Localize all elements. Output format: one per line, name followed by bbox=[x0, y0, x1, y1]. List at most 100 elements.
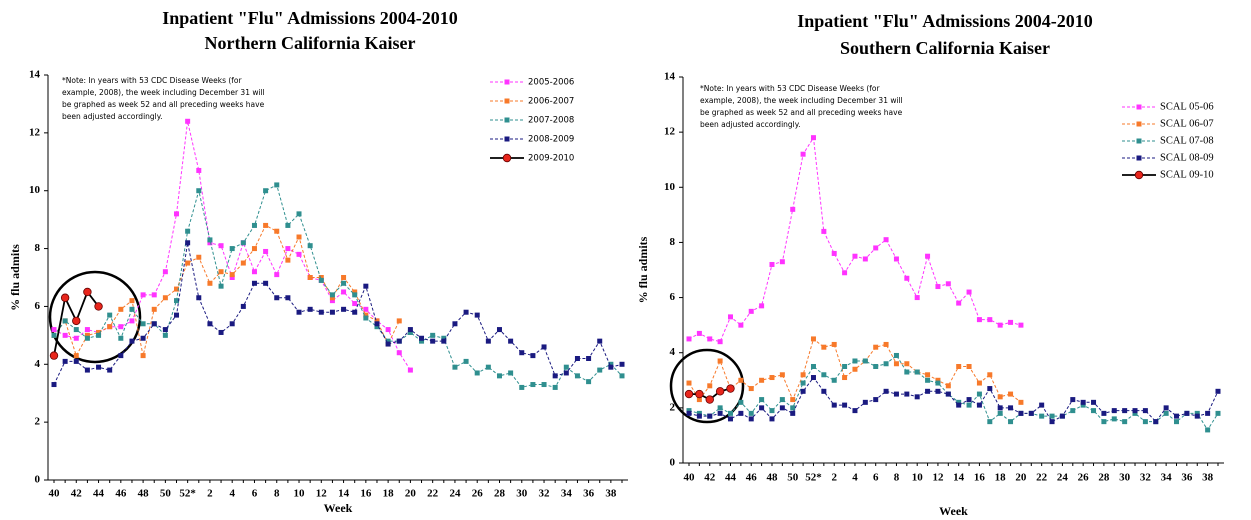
data-point bbox=[552, 373, 558, 379]
data-point bbox=[1111, 416, 1117, 422]
data-point bbox=[174, 312, 180, 318]
data-point bbox=[1049, 419, 1055, 425]
legend-label: SCAL 07-08 bbox=[1160, 135, 1214, 146]
x-tick-label: 42 bbox=[71, 488, 83, 500]
data-point bbox=[162, 295, 168, 301]
data-point bbox=[1028, 410, 1034, 416]
legend-label: 2005-2006 bbox=[528, 78, 574, 88]
data-point bbox=[945, 281, 951, 287]
data-point bbox=[779, 372, 785, 378]
x-tick-label: 24 bbox=[1057, 472, 1069, 484]
data-point bbox=[240, 303, 246, 309]
data-point bbox=[519, 384, 525, 390]
data-point bbox=[893, 391, 899, 397]
data-point bbox=[1008, 319, 1014, 325]
data-point bbox=[1070, 397, 1076, 403]
data-point bbox=[717, 358, 723, 364]
data-point bbox=[51, 382, 57, 388]
data-point bbox=[717, 339, 723, 345]
data-point bbox=[218, 269, 224, 275]
note: been adjusted accordingly. bbox=[700, 120, 801, 129]
x-tick-label: 16 bbox=[974, 472, 986, 484]
legend-marker bbox=[504, 98, 510, 104]
data-point bbox=[925, 377, 931, 383]
data-point bbox=[151, 321, 157, 327]
data-point bbox=[229, 275, 235, 280]
data-point bbox=[1142, 408, 1148, 414]
data-point bbox=[396, 350, 402, 356]
data-point bbox=[496, 327, 502, 333]
data-point bbox=[73, 335, 79, 341]
data-point bbox=[207, 237, 213, 243]
x-tick-label: 32 bbox=[539, 488, 551, 500]
data-point bbox=[107, 324, 113, 330]
data-point bbox=[419, 335, 425, 341]
x-tick-label: 12 bbox=[316, 488, 328, 500]
legend-label: 2007-2008 bbox=[528, 116, 574, 126]
data-point bbox=[84, 327, 90, 333]
x-tick-label: 26 bbox=[1078, 472, 1090, 484]
note: *Note: In years with 53 CDC Disease Week… bbox=[62, 76, 243, 85]
data-point bbox=[229, 272, 235, 278]
data-point bbox=[496, 373, 502, 379]
data-point bbox=[779, 397, 785, 403]
data-point bbox=[987, 372, 993, 378]
y-axis-label: % flu admits bbox=[636, 236, 650, 303]
legend-marker bbox=[502, 153, 512, 163]
data-point bbox=[94, 302, 103, 311]
data-point bbox=[914, 394, 920, 400]
data-point bbox=[790, 410, 796, 416]
legend-label: SCAL 08-09 bbox=[1160, 152, 1214, 163]
x-tick-label: 36 bbox=[1181, 472, 1193, 484]
data-point bbox=[1174, 419, 1180, 425]
data-point bbox=[769, 416, 775, 422]
data-point bbox=[759, 405, 765, 411]
data-point bbox=[352, 309, 358, 315]
legend-label: SCAL 09-10 bbox=[1160, 169, 1214, 180]
x-tick-label: 12 bbox=[932, 472, 944, 484]
data-point bbox=[810, 135, 816, 141]
data-point bbox=[738, 322, 744, 328]
highlight-circle bbox=[669, 348, 745, 424]
data-point bbox=[821, 388, 827, 394]
note: been adjusted accordingly. bbox=[62, 112, 163, 121]
x-tick-label: 38 bbox=[605, 488, 617, 500]
data-point bbox=[329, 298, 335, 304]
x-axis-label: Week bbox=[324, 501, 353, 515]
data-point bbox=[1111, 408, 1117, 414]
data-point bbox=[1132, 408, 1138, 414]
data-point bbox=[966, 289, 972, 295]
data-point bbox=[185, 228, 191, 234]
data-point bbox=[779, 405, 785, 411]
data-point bbox=[49, 351, 59, 360]
data-point bbox=[695, 389, 704, 399]
data-point bbox=[563, 364, 569, 370]
data-point bbox=[296, 309, 302, 315]
data-point bbox=[608, 364, 614, 370]
data-point bbox=[441, 338, 447, 344]
y-tick-label: 14 bbox=[29, 69, 41, 81]
data-point bbox=[586, 356, 592, 361]
data-point bbox=[705, 395, 714, 404]
data-point bbox=[274, 182, 280, 188]
data-point bbox=[1039, 402, 1045, 408]
data-point bbox=[997, 405, 1003, 411]
x-tick-label: 20 bbox=[1015, 472, 1027, 484]
data-point bbox=[873, 344, 879, 350]
data-point bbox=[684, 389, 694, 399]
data-point bbox=[1163, 410, 1169, 416]
data-point bbox=[60, 293, 70, 302]
data-point bbox=[374, 318, 380, 324]
data-point bbox=[842, 270, 848, 276]
data-point bbox=[759, 397, 765, 403]
data-point bbox=[1205, 410, 1211, 416]
data-point bbox=[1184, 410, 1190, 416]
legend-marker bbox=[504, 117, 510, 123]
data-point bbox=[1153, 419, 1159, 425]
data-point bbox=[396, 318, 402, 324]
y-tick-label: 8 bbox=[670, 236, 676, 248]
x-tick-label: 36 bbox=[583, 488, 595, 500]
data-point bbox=[893, 352, 899, 358]
data-point bbox=[341, 289, 347, 295]
